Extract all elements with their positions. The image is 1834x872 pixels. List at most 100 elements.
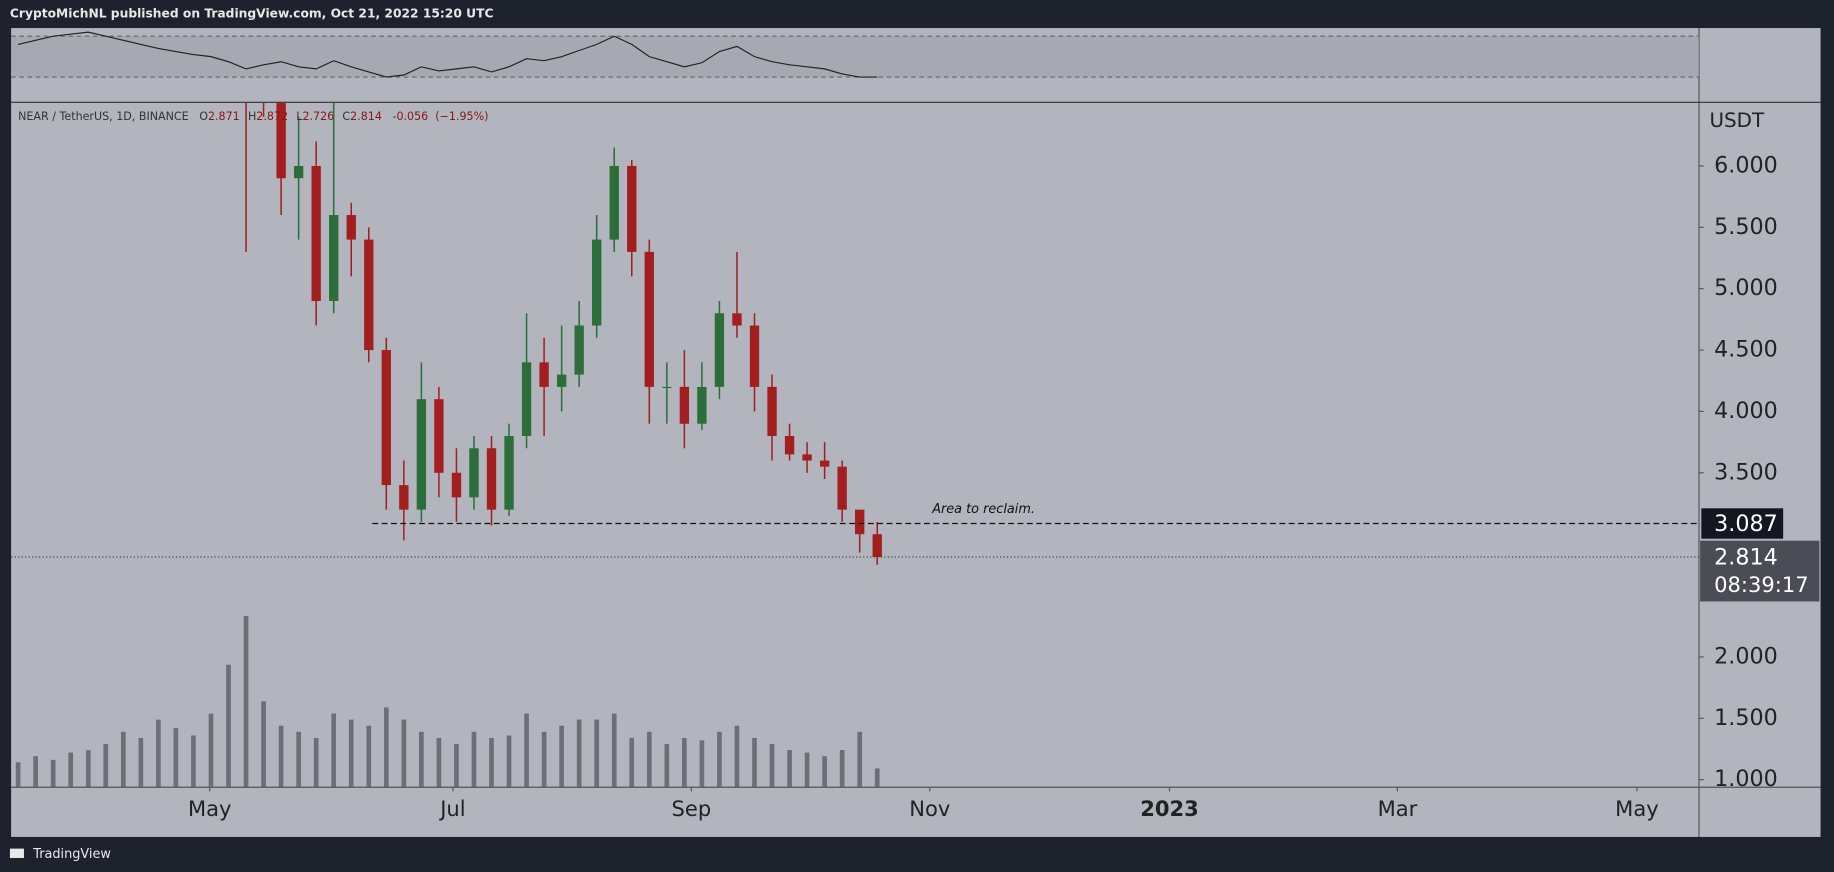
candle-body [539, 362, 549, 387]
volume-bar [454, 744, 459, 787]
candles [245, 102, 882, 565]
x-tick-label: May [1615, 796, 1658, 821]
volume [15, 616, 880, 787]
volume-bar [419, 731, 424, 787]
candle-body [872, 534, 882, 558]
x-tick-label: Mar [1378, 796, 1418, 821]
candle-body [732, 313, 742, 326]
legend-value: 2.872 [256, 110, 288, 123]
volume-bar [436, 737, 442, 787]
candle-body [451, 472, 462, 498]
candle-body [697, 386, 707, 424]
volume-bar [366, 725, 372, 787]
y-tick-label: 2.000 [1714, 643, 1778, 669]
volume-bar [664, 744, 670, 787]
volume-bar [50, 759, 56, 787]
candle-body [486, 448, 497, 510]
volume-bar [646, 731, 652, 787]
legend-change: -0.056 [392, 110, 428, 123]
volume-bar [471, 731, 477, 787]
volume-bar [156, 719, 161, 787]
y-tick-label: 6.000 [1714, 152, 1778, 178]
candle-body [855, 509, 865, 535]
legend-value: 2.814 [350, 110, 382, 123]
volume-bar [717, 731, 722, 787]
legend-change-pct: (−1.95%) [435, 110, 488, 123]
reclaim-label: Area to reclaim. [931, 502, 1035, 517]
reclaim-price: 3.087 [1714, 511, 1778, 537]
y-unit: USDT [1710, 109, 1765, 132]
y-tick-label: 4.500 [1714, 337, 1778, 363]
volume-bar [576, 719, 582, 787]
y-tick-label: 5.000 [1714, 275, 1778, 301]
candle-body [381, 350, 391, 486]
rsi-pane [11, 31, 1699, 78]
candle-body [346, 215, 356, 240]
candle-body [293, 165, 304, 179]
footer-logo [9, 848, 24, 858]
volume-bar [243, 616, 249, 787]
volume-bar [208, 713, 214, 787]
candle-body [679, 386, 690, 424]
volume-bar [699, 740, 705, 787]
rsi-line [17, 31, 878, 78]
y-tick-label: 5.500 [1714, 214, 1778, 240]
chart-area [11, 28, 1821, 837]
volume-bar [173, 728, 179, 787]
candle-body [627, 165, 637, 252]
volume-bar [383, 707, 389, 787]
candle-body [311, 165, 321, 301]
volume-bar [594, 719, 600, 787]
volume-bar [85, 750, 91, 787]
volume-bar [296, 731, 301, 787]
volume-bar [839, 750, 845, 787]
candle-body [819, 460, 830, 467]
volume-bar [68, 752, 74, 787]
y-tick-label: 4.000 [1714, 398, 1778, 424]
overlay: 1.000 1.500 2.000 3.500 4.000 4.500 5.000 5.500… [11, 152, 1820, 821]
candle-body [504, 435, 514, 510]
candle-body [767, 386, 777, 436]
legend-label: C [342, 110, 350, 123]
volume-bar [524, 713, 529, 787]
legend-label: O [199, 110, 208, 123]
volume-bar [191, 735, 196, 787]
candle-body [802, 454, 812, 461]
volume-bar [541, 731, 547, 787]
candle-body [434, 399, 444, 473]
candle-body [469, 448, 479, 498]
volume-bar [33, 756, 38, 787]
volume-bar [787, 750, 792, 787]
candle-body [644, 251, 654, 387]
volume-bar [278, 725, 284, 787]
volume-bar [348, 719, 354, 787]
candle-body [662, 386, 672, 389]
candle-body [714, 313, 725, 387]
volume-bar [506, 735, 512, 787]
symbol: NEAR / TetherUS, 1D, BINANCE [18, 110, 189, 123]
x-tick-label: Nov [909, 796, 950, 821]
volume-bar [611, 713, 617, 787]
volume-bar [226, 664, 231, 787]
x-tick-label: Sep [672, 796, 712, 821]
volume-bar [734, 725, 740, 787]
header: CryptoMichNL published on TradingView.co… [10, 7, 494, 21]
candle-body [749, 325, 760, 387]
legend-value: 2.871 [208, 110, 240, 123]
volume-bar [313, 737, 319, 787]
volume-bar [401, 719, 407, 787]
volume-bar [822, 756, 827, 787]
candle-body [592, 239, 602, 326]
volume-bar [874, 768, 880, 787]
volume-bar [120, 731, 126, 787]
volume-bar [103, 744, 109, 787]
candle-body [574, 325, 584, 375]
volume-bar [857, 731, 863, 787]
last-price-box [1700, 540, 1820, 602]
rsi-band-fill [11, 36, 1699, 78]
candle-body [364, 239, 374, 351]
candle-body [609, 165, 619, 240]
volume-bar [559, 725, 564, 787]
y-tick-label: 3.500 [1714, 459, 1778, 485]
footer-brand: TradingView [32, 847, 111, 862]
